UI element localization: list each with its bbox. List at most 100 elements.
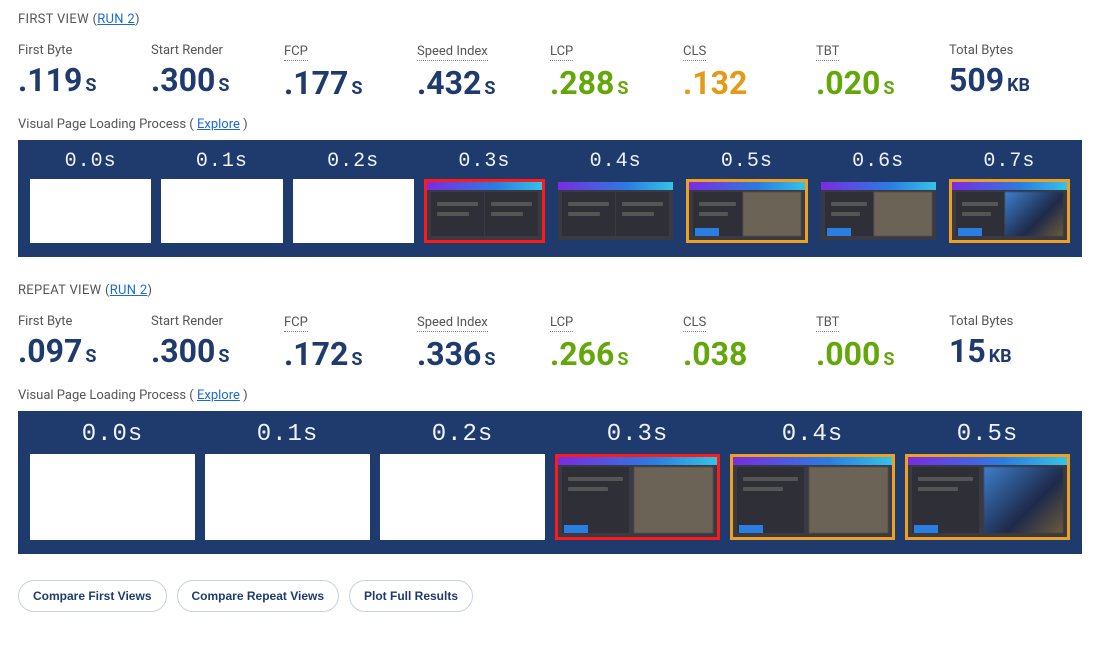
thumb-right [809, 467, 889, 533]
metric-label: TBT [816, 44, 839, 61]
filmstrip-frame[interactable]: 0.5s [686, 150, 807, 243]
metric: FCP.177S [284, 43, 417, 99]
filmstrip-frame[interactable]: 0.7s [949, 150, 1070, 243]
metric-unit: S [883, 349, 894, 370]
metric: TBT .020S [816, 43, 949, 99]
frame-time: 0.4s [730, 421, 895, 448]
metric-unit: S [617, 78, 628, 99]
filmstrip-frame[interactable]: 0.0s [30, 421, 195, 540]
compare-button[interactable]: Compare First Views [18, 580, 167, 612]
thumb-block [431, 192, 484, 236]
metric-label: Start Render [151, 43, 284, 58]
metric-value: 509KB [949, 64, 1082, 96]
metric-number: .000 [816, 335, 880, 373]
thumb-content [952, 182, 1067, 240]
thumb-cta [695, 228, 719, 236]
thumb-block [616, 192, 669, 236]
frame-thumb [30, 179, 151, 243]
metric-label: CLS [683, 44, 706, 61]
metric-unit: S [218, 346, 229, 367]
metric-label: FCP [284, 315, 308, 332]
explore-link[interactable]: Explore [197, 117, 240, 132]
frame-thumb [555, 454, 720, 540]
section-title: FIRST VIEW (RUN 2) [18, 12, 1082, 27]
frame-thumb [205, 454, 370, 540]
frame-time: 0.2s [293, 150, 414, 173]
filmstrip-frame[interactable]: 0.2s [380, 421, 545, 540]
metric-value: .020S [816, 67, 949, 99]
thumb-right [743, 192, 801, 236]
frame-time: 0.2s [380, 421, 545, 448]
metric-value: .336S [417, 338, 550, 370]
thumb-topbar [821, 182, 936, 190]
thumb-content [908, 457, 1067, 537]
section-title: REPEAT VIEW (RUN 2) [18, 283, 1082, 298]
thumb-cta [827, 228, 851, 236]
metric-number: 15 [949, 332, 986, 370]
filmstrip-label: Visual Page Loading Process ( Explore ) [18, 117, 1082, 132]
frame-thumb [424, 179, 545, 243]
compare-button[interactable]: Plot Full Results [349, 580, 473, 612]
metric-number: .020 [816, 64, 880, 102]
filmstrip-frame[interactable]: 0.3s [555, 421, 720, 540]
metric-unit: S [85, 75, 96, 96]
metric-unit: S [218, 75, 229, 96]
frame-time: 0.0s [30, 421, 195, 448]
frame-thumb [380, 454, 545, 540]
frame-time: 0.5s [905, 421, 1070, 448]
metric: CLS.038 [683, 314, 816, 370]
metric-unit: S [351, 349, 362, 370]
metric-label: Total Bytes [949, 43, 1082, 58]
thumb-left [912, 467, 979, 533]
explore-link[interactable]: Explore [197, 388, 240, 403]
thumb-content [427, 182, 542, 240]
metric: LCP.288S [550, 43, 683, 99]
metric-number: .097 [18, 332, 82, 370]
frame-thumb [161, 179, 282, 243]
filmstrip-frame[interactable]: 0.5s [905, 421, 1070, 540]
thumb-block [562, 192, 615, 236]
thumb-cta [958, 228, 982, 236]
compare-button[interactable]: Compare Repeat Views [177, 580, 340, 612]
filmstrip-frame[interactable]: 0.1s [161, 150, 282, 243]
metric-label: CLS [683, 315, 706, 332]
filmstrip-frame[interactable]: 0.4s [555, 150, 676, 243]
filmstrip-frame[interactable]: 0.3s [424, 150, 545, 243]
filmstrip-frame[interactable]: 0.1s [205, 421, 370, 540]
metric: Start Render .300S [151, 43, 284, 99]
thumb-topbar [558, 182, 673, 190]
frame-thumb [686, 179, 807, 243]
thumb-right [634, 467, 714, 533]
metric-number: .300 [151, 61, 215, 99]
frame-time: 0.4s [555, 150, 676, 173]
metric: Total Bytes 509KB [949, 43, 1082, 99]
metric-number: .288 [550, 64, 614, 102]
metric-number: 509 [949, 61, 1004, 99]
metric-value: .177S [284, 67, 417, 99]
filmstrip-frame[interactable]: 0.6s [818, 150, 939, 243]
metric: Speed Index.336S [417, 314, 550, 370]
metric: FCP.172S [284, 314, 417, 370]
filmstrip-frame[interactable]: 0.0s [30, 150, 151, 243]
metric: CLS.132 [683, 43, 816, 99]
metric-label: Total Bytes [949, 314, 1082, 329]
metric-number: .432 [417, 64, 481, 102]
run-link[interactable]: RUN 2 [110, 283, 148, 298]
thumb-content [733, 457, 892, 537]
thumb-content [821, 182, 936, 240]
filmstrip-frame[interactable]: 0.4s [730, 421, 895, 540]
metric-unit: S [85, 346, 96, 367]
metric-unit: S [484, 78, 495, 99]
filmstrip-frame[interactable]: 0.2s [293, 150, 414, 243]
thumb-left [737, 467, 804, 533]
thumb-topbar [689, 182, 804, 190]
metric-label: First Byte [18, 43, 151, 58]
metric: Speed Index.432S [417, 43, 550, 99]
filmstrip: 0.0s 0.1s 0.2s 0.3s 0.4s 0.5s [18, 411, 1082, 554]
thumb-cta [564, 525, 588, 533]
metric-value: .097S [18, 335, 151, 367]
thumb-content [558, 182, 673, 240]
metric-value: .000S [816, 338, 949, 370]
run-link[interactable]: RUN 2 [97, 12, 135, 27]
metric-value: .288S [550, 67, 683, 99]
